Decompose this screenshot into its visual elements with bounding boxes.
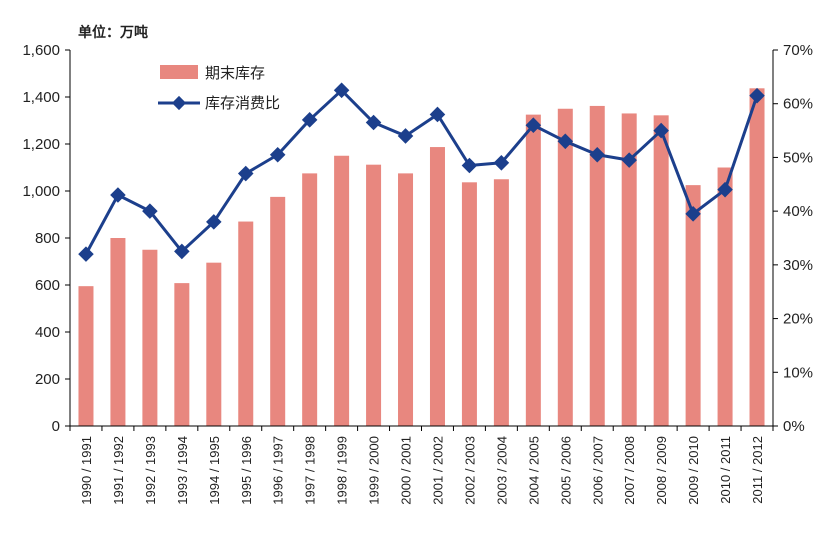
legend: 期末库存 库存消费比 bbox=[158, 64, 280, 112]
bar-5 bbox=[238, 221, 254, 426]
y-right-tick-label-0: 0% bbox=[783, 418, 805, 435]
x-tick-label-14: 2004 / 2005 bbox=[526, 436, 541, 505]
legend-label-ratio: 库存消费比 bbox=[205, 94, 280, 112]
bar-0 bbox=[78, 286, 94, 426]
ratio-point-20 bbox=[717, 181, 733, 198]
y-right-tick-label-3: 30% bbox=[783, 257, 813, 274]
ratio-point-13 bbox=[493, 155, 510, 171]
x-tick-label-1: 1991 / 1992 bbox=[111, 436, 126, 505]
bar-15 bbox=[557, 108, 573, 426]
ratio-point-1 bbox=[110, 187, 126, 203]
x-tick-label-4: 1994 / 1995 bbox=[207, 436, 222, 505]
x-tick-label-16: 2006 / 2007 bbox=[590, 436, 605, 505]
bar-20 bbox=[717, 167, 733, 426]
ratio-point-2 bbox=[142, 203, 158, 219]
x-tick-label-15: 2005 / 2006 bbox=[558, 436, 573, 505]
y-left-tick-label-1: 200 bbox=[35, 371, 60, 388]
bar-19 bbox=[685, 185, 701, 427]
x-tick-label-21: 2011 / 2012 bbox=[750, 436, 765, 504]
x-tick-label-19: 2009 / 2010 bbox=[686, 436, 701, 505]
y-right-tick-label-6: 60% bbox=[783, 96, 813, 113]
y-left-tick-label-3: 600 bbox=[35, 277, 60, 294]
legend-swatch-bar bbox=[160, 65, 198, 79]
x-tick-label-0: 1990 / 1991 bbox=[79, 436, 94, 505]
x-tick-label-11: 2001 / 2002 bbox=[430, 436, 445, 505]
ratio-point-18 bbox=[653, 122, 669, 139]
ratio-point-4 bbox=[206, 214, 222, 230]
x-tick-label-2: 1992 / 1993 bbox=[143, 436, 158, 505]
bar-18 bbox=[653, 115, 669, 426]
bar-4 bbox=[206, 262, 222, 426]
y-left-tick-label-2: 400 bbox=[35, 324, 60, 341]
x-tick-label-10: 2000 / 2001 bbox=[399, 436, 414, 505]
bar-2 bbox=[142, 249, 158, 426]
y-left-tick-label-5: 1,000 bbox=[22, 183, 60, 200]
ratio-point-5 bbox=[237, 165, 254, 182]
ratio-point-10 bbox=[397, 128, 414, 144]
ratio-point-17 bbox=[621, 152, 637, 168]
y-left-tick-label-4: 800 bbox=[35, 230, 60, 247]
ratio-point-15 bbox=[557, 133, 574, 150]
y-left-tick-label-6: 1,200 bbox=[22, 136, 60, 153]
y-left-tick-label-7: 1,400 bbox=[22, 89, 60, 106]
y-left-tick-label-8: 1,600 bbox=[22, 42, 60, 59]
bar-13 bbox=[493, 179, 509, 426]
x-tick-label-13: 2003 / 2004 bbox=[494, 436, 509, 505]
x-tick-label-20: 2010 / 2011 bbox=[718, 436, 733, 504]
x-tick-label-17: 2007 / 2008 bbox=[622, 436, 637, 505]
bar-6 bbox=[270, 196, 286, 427]
ratio-point-16 bbox=[589, 146, 606, 163]
legend-label-stock: 期末库存 bbox=[205, 64, 265, 82]
x-tick-label-12: 2002 / 2003 bbox=[462, 436, 477, 505]
x-tick-label-18: 2008 / 2009 bbox=[654, 436, 669, 505]
axes: 0 200 400 600 800 1,000 1,200 1,400 1,600 0% 10% 20… bbox=[22, 42, 813, 505]
bar-series bbox=[78, 88, 765, 427]
y-right-tick-label-5: 50% bbox=[783, 149, 813, 166]
bar-1 bbox=[110, 238, 126, 426]
y-right-tick-label-7: 70% bbox=[783, 42, 813, 59]
x-tick-label-9: 1999 / 2000 bbox=[367, 436, 382, 505]
bar-9 bbox=[366, 164, 382, 426]
y-right-tick-label-1: 10% bbox=[783, 364, 813, 381]
ratio-point-6 bbox=[269, 146, 286, 163]
ratio-line bbox=[84, 88, 759, 255]
x-tick-label-7: 1997 / 1998 bbox=[303, 436, 318, 505]
ratio-point-3 bbox=[174, 243, 190, 260]
x-tick-label-8: 1998 / 1999 bbox=[335, 436, 350, 505]
bar-21 bbox=[749, 88, 765, 426]
ratio-point-0 bbox=[78, 246, 94, 262]
bar-12 bbox=[461, 182, 477, 426]
bar-10 bbox=[398, 173, 414, 427]
legend-swatch-marker bbox=[171, 95, 187, 111]
line-series bbox=[78, 82, 765, 262]
unit-label: 单位：万吨 bbox=[78, 24, 148, 41]
bar-3 bbox=[174, 283, 190, 426]
x-tick-label-6: 1996 / 1997 bbox=[271, 436, 286, 505]
bar-14 bbox=[525, 114, 541, 427]
bar-17 bbox=[621, 113, 637, 426]
y-right-tick-label-2: 20% bbox=[783, 311, 813, 328]
y-right-tick-label-4: 40% bbox=[783, 203, 813, 220]
bar-11 bbox=[429, 147, 445, 426]
x-tick-label-3: 1993 / 1994 bbox=[175, 436, 190, 505]
bar-16 bbox=[589, 105, 605, 427]
y-left-tick-label-0: 0 bbox=[52, 418, 60, 435]
bar-8 bbox=[334, 155, 350, 426]
ratio-point-19 bbox=[685, 206, 701, 222]
ratio-point-12 bbox=[461, 157, 478, 174]
x-tick-label-5: 1995 / 1996 bbox=[239, 436, 254, 505]
bar-7 bbox=[302, 173, 318, 427]
